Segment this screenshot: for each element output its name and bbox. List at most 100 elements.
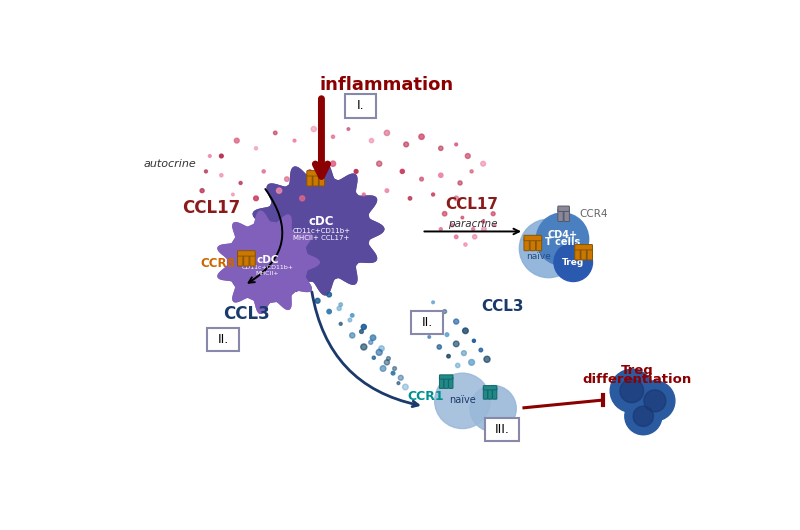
- Circle shape: [519, 219, 578, 278]
- Circle shape: [442, 211, 447, 216]
- Circle shape: [462, 328, 468, 333]
- Text: cDC: cDC: [256, 255, 279, 265]
- Circle shape: [361, 344, 367, 350]
- Circle shape: [458, 181, 462, 185]
- Circle shape: [370, 138, 374, 143]
- Circle shape: [372, 356, 375, 359]
- Circle shape: [347, 128, 350, 130]
- Circle shape: [482, 227, 486, 232]
- Circle shape: [445, 333, 449, 337]
- Circle shape: [386, 357, 390, 360]
- Circle shape: [376, 349, 382, 355]
- Text: CD11c+CD11b+: CD11c+CD11b+: [242, 265, 294, 270]
- Circle shape: [439, 228, 442, 231]
- Circle shape: [293, 139, 296, 142]
- Circle shape: [461, 216, 464, 219]
- Circle shape: [481, 161, 486, 166]
- FancyBboxPatch shape: [410, 311, 443, 334]
- Text: inflammation: inflammation: [320, 76, 454, 94]
- Circle shape: [484, 356, 490, 363]
- Text: naïve: naïve: [526, 252, 551, 261]
- Circle shape: [384, 130, 390, 136]
- Text: T cells: T cells: [545, 237, 580, 247]
- FancyBboxPatch shape: [558, 206, 570, 211]
- Circle shape: [464, 243, 467, 246]
- Circle shape: [239, 181, 242, 184]
- Circle shape: [205, 170, 207, 173]
- Text: I.: I.: [357, 100, 365, 112]
- Circle shape: [339, 322, 342, 325]
- Circle shape: [308, 170, 311, 173]
- Circle shape: [274, 131, 277, 135]
- FancyBboxPatch shape: [483, 386, 497, 390]
- Circle shape: [422, 312, 426, 316]
- Circle shape: [625, 398, 662, 435]
- Circle shape: [455, 143, 458, 146]
- Circle shape: [462, 351, 466, 356]
- Text: CCR1: CCR1: [407, 390, 444, 403]
- FancyBboxPatch shape: [238, 254, 243, 266]
- Text: II.: II.: [422, 316, 433, 329]
- Circle shape: [398, 375, 403, 380]
- Circle shape: [466, 154, 470, 158]
- Circle shape: [404, 142, 409, 147]
- Circle shape: [494, 224, 496, 226]
- Circle shape: [620, 379, 644, 403]
- FancyBboxPatch shape: [574, 244, 593, 250]
- Circle shape: [438, 173, 443, 178]
- FancyBboxPatch shape: [483, 388, 488, 399]
- Circle shape: [327, 310, 331, 314]
- FancyBboxPatch shape: [238, 251, 255, 256]
- Circle shape: [369, 340, 373, 344]
- Text: Treg: Treg: [621, 364, 654, 376]
- Text: CCL3: CCL3: [481, 298, 524, 314]
- Circle shape: [331, 135, 334, 138]
- Text: CD11c+CD11b+: CD11c+CD11b+: [293, 228, 350, 234]
- Circle shape: [354, 170, 358, 173]
- Circle shape: [473, 235, 477, 239]
- Circle shape: [479, 348, 482, 352]
- Circle shape: [431, 193, 434, 196]
- Circle shape: [610, 369, 654, 412]
- Circle shape: [339, 303, 342, 306]
- Circle shape: [362, 324, 366, 330]
- Polygon shape: [254, 163, 384, 295]
- FancyBboxPatch shape: [524, 235, 542, 241]
- Circle shape: [419, 134, 424, 139]
- Circle shape: [384, 360, 390, 365]
- Circle shape: [391, 372, 395, 375]
- Text: III.: III.: [495, 423, 510, 436]
- Circle shape: [200, 189, 204, 193]
- Circle shape: [330, 161, 336, 166]
- FancyBboxPatch shape: [307, 171, 325, 176]
- Circle shape: [472, 339, 475, 342]
- Circle shape: [402, 384, 408, 390]
- Circle shape: [377, 161, 382, 166]
- Circle shape: [262, 170, 266, 173]
- FancyBboxPatch shape: [574, 248, 580, 260]
- Circle shape: [471, 227, 474, 231]
- Circle shape: [437, 345, 442, 349]
- Circle shape: [438, 146, 443, 151]
- Circle shape: [315, 298, 320, 303]
- Circle shape: [362, 193, 366, 196]
- Circle shape: [454, 235, 458, 238]
- Circle shape: [428, 335, 430, 338]
- Circle shape: [442, 310, 446, 313]
- FancyBboxPatch shape: [581, 248, 586, 260]
- FancyBboxPatch shape: [564, 209, 570, 222]
- Circle shape: [455, 363, 460, 368]
- Text: CCR8: CCR8: [200, 257, 235, 270]
- FancyBboxPatch shape: [439, 375, 453, 379]
- Circle shape: [470, 385, 516, 431]
- Circle shape: [644, 390, 666, 412]
- Circle shape: [450, 224, 454, 227]
- FancyBboxPatch shape: [587, 248, 593, 260]
- Text: naïve: naïve: [449, 395, 476, 405]
- Circle shape: [219, 154, 223, 158]
- FancyBboxPatch shape: [536, 238, 542, 251]
- Text: CCR4: CCR4: [579, 209, 608, 219]
- Polygon shape: [218, 211, 319, 313]
- FancyBboxPatch shape: [444, 377, 448, 388]
- Circle shape: [234, 138, 239, 143]
